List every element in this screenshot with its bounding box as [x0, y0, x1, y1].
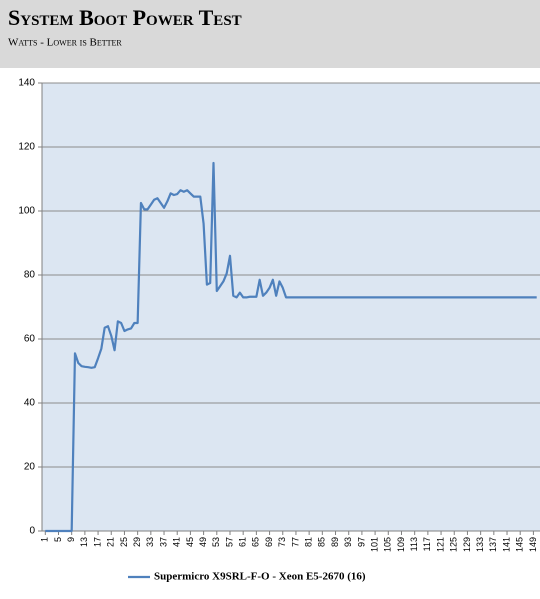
- x-tick-label: 61: [238, 537, 248, 547]
- x-tick-label: 57: [224, 537, 234, 547]
- x-tick-label: 93: [343, 537, 353, 547]
- x-tick-label: 45: [185, 537, 195, 547]
- x-tick-label: 137: [488, 537, 498, 552]
- x-tick-label: 41: [172, 537, 182, 547]
- x-tick-label: 21: [106, 537, 116, 547]
- series-line: [45, 161, 537, 533]
- x-tick-label: 117: [422, 537, 432, 551]
- x-tick-label: 73: [277, 537, 287, 547]
- x-tick-label: 85: [317, 537, 327, 547]
- y-tick-label: 0: [29, 526, 35, 537]
- chart-subtitle: Watts - Lower is Better: [8, 37, 122, 49]
- x-tick-label: 9: [66, 537, 76, 542]
- x-tick-label: 17: [92, 537, 102, 547]
- x-tick-label: 105: [383, 537, 393, 552]
- x-tick-label: 149: [528, 537, 538, 552]
- x-tick-label: 29: [132, 537, 142, 547]
- x-tick-label: 65: [251, 537, 261, 547]
- x-tick-label: 133: [475, 537, 485, 552]
- x-tick-label: 109: [396, 537, 406, 552]
- x-tick-label: 33: [145, 537, 155, 547]
- x-tick-label: 101: [369, 537, 379, 552]
- x-tick-label: 141: [501, 537, 511, 552]
- header-band: [0, 0, 540, 68]
- x-tick-label: 145: [515, 537, 525, 552]
- x-tick-label: 81: [304, 537, 314, 547]
- y-tick-label: 20: [24, 462, 36, 473]
- x-tick-label: 25: [119, 537, 129, 547]
- x-tick-label: 113: [409, 537, 419, 551]
- x-tick-label: 1: [40, 537, 50, 542]
- plot-area: [42, 83, 540, 531]
- x-tick-label: 89: [330, 537, 340, 547]
- y-tick-label: 100: [18, 206, 35, 217]
- x-tick-label: 121: [435, 537, 445, 552]
- chart-title: System Boot Power Test: [8, 5, 242, 30]
- x-tick-label: 37: [158, 537, 168, 547]
- x-tick-label: 53: [211, 537, 221, 547]
- y-tick-label: 80: [24, 270, 36, 281]
- x-tick-label: 125: [449, 537, 459, 552]
- x-tick-label: 77: [290, 537, 300, 547]
- x-tick-label: 5: [53, 537, 63, 542]
- x-tick-label: 49: [198, 537, 208, 547]
- legend-label: Supermicro X9SRL-F-O - Xeon E5-2670 (16): [154, 571, 366, 583]
- y-tick-label: 40: [24, 398, 36, 409]
- x-tick-label: 13: [79, 537, 89, 547]
- x-tick-label: 69: [264, 537, 274, 547]
- y-tick-label: 140: [18, 78, 35, 89]
- x-tick-label: 129: [462, 537, 472, 552]
- y-tick-label: 60: [24, 334, 36, 345]
- x-tick-label: 97: [356, 537, 366, 547]
- y-tick-label: 120: [18, 142, 35, 153]
